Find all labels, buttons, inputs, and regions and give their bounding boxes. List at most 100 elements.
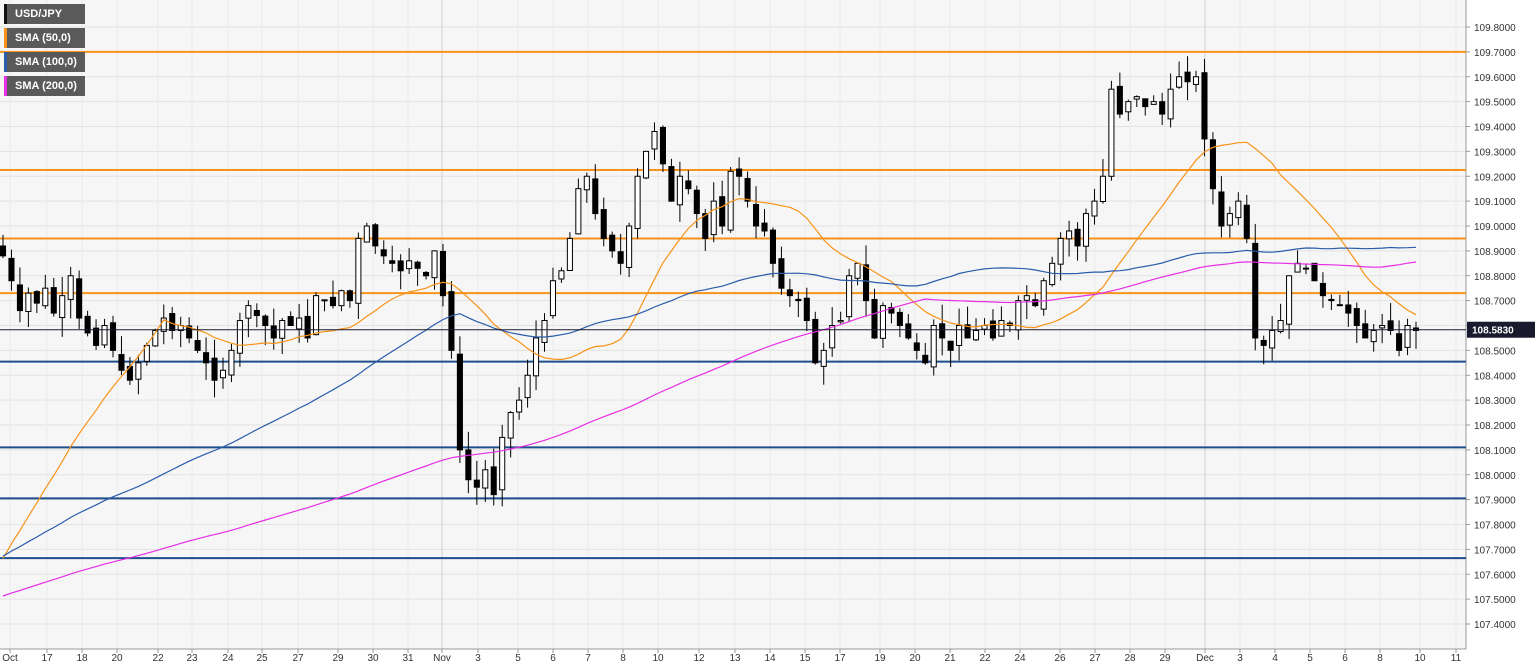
candle-body (1057, 237, 1064, 265)
candle-body (566, 237, 573, 271)
x-tick-label: 14 (764, 653, 776, 664)
y-tick-label: 109.8000 (1474, 23, 1516, 34)
candle-body (862, 264, 870, 302)
candle-body (685, 180, 692, 190)
candle-body (1176, 76, 1183, 88)
x-tick-label: 20 (111, 653, 123, 664)
candle-body (846, 275, 853, 318)
x-tick-label: 18 (76, 653, 88, 664)
candle-body (803, 297, 810, 322)
candle-body (1311, 262, 1318, 282)
y-tick-label: 108.9000 (1474, 247, 1516, 258)
candle-body (524, 374, 531, 399)
candle-body (194, 340, 201, 351)
candle-body (1252, 242, 1259, 339)
legend-label: SMA (50,0) (15, 32, 71, 44)
candle-body (1099, 175, 1106, 203)
sma-50-line (2, 141, 1417, 559)
candle-body (1353, 308, 1360, 327)
candle-body (592, 178, 599, 215)
sma-200-line (2, 261, 1417, 597)
candle-body (1379, 325, 1386, 329)
candle-body (583, 175, 590, 191)
candle-body (1125, 101, 1132, 113)
x-tick-label: 22 (152, 653, 164, 664)
legend-swatch (4, 52, 7, 72)
candle-body (575, 188, 582, 235)
legend-item[interactable]: SMA (50,0) (4, 28, 85, 48)
candle-body (169, 313, 176, 331)
legend-label: SMA (200,0) (15, 80, 77, 92)
candle-body (490, 466, 497, 496)
candle-body (1142, 98, 1149, 108)
candle-body (1235, 200, 1242, 219)
candle-body (533, 337, 540, 377)
candle-body (1167, 88, 1174, 120)
candle-body (913, 342, 920, 351)
candle-body (752, 204, 760, 227)
candle-body (1192, 76, 1200, 85)
legend-item[interactable]: USD/JPY (4, 4, 85, 24)
candle-body (812, 318, 819, 364)
y-tick-label: 109.4000 (1474, 123, 1516, 134)
y-tick-label: 109.1000 (1474, 197, 1516, 208)
candle-body (905, 323, 912, 339)
x-tick-label: 8 (1377, 653, 1383, 664)
y-tick-label: 109.3000 (1474, 147, 1516, 158)
y-tick-label: 108.5000 (1474, 346, 1516, 357)
candle-body (668, 166, 675, 202)
candle-body (211, 357, 218, 381)
x-tick-label: 17 (834, 653, 846, 664)
candle-body (8, 257, 15, 282)
candle-body (617, 251, 624, 264)
candle-body (1396, 333, 1403, 351)
candle-body (1404, 325, 1411, 348)
candle-body (0, 245, 7, 257)
plot-background (0, 0, 1466, 649)
candle-body (1091, 200, 1098, 217)
x-tick-label: Oct (2, 653, 18, 664)
candle-body (1387, 320, 1394, 331)
candle-body (1362, 323, 1369, 339)
candle-body (397, 260, 404, 272)
candle-body (338, 290, 345, 307)
candle-body (439, 250, 447, 297)
candle-body (837, 320, 844, 323)
candle-body (186, 325, 193, 339)
candle-body (871, 298, 878, 339)
candle-body (1328, 298, 1335, 302)
candle-body (1345, 304, 1352, 314)
legend-item[interactable]: SMA (200,0) (4, 76, 85, 96)
candle-body (1201, 72, 1208, 140)
x-tick-label: 27 (1089, 653, 1101, 664)
x-tick-label: 5 (1307, 653, 1313, 664)
candle-body (236, 320, 243, 354)
x-tick-label: 6 (1342, 653, 1348, 664)
candle-body (676, 175, 683, 206)
x-tick-label: 30 (367, 653, 379, 664)
y-tick-label: 107.6000 (1474, 570, 1516, 581)
candle-body (389, 260, 396, 264)
y-tick-label: 108.2000 (1474, 421, 1516, 432)
x-tick-label: 7 (585, 653, 591, 664)
candle-body (152, 329, 159, 347)
y-tick-label: 108.3000 (1474, 396, 1516, 407)
legend-swatch (4, 76, 7, 96)
legend-item[interactable]: SMA (100,0) (4, 52, 85, 72)
candle-body (693, 189, 700, 215)
candle-body (947, 340, 954, 351)
candle-body (651, 130, 658, 150)
candle-body (109, 322, 117, 351)
candle-body (406, 260, 413, 270)
x-tick-label: 10 (652, 653, 664, 664)
candle-body (84, 315, 91, 334)
candle-body (964, 324, 971, 339)
candle-body (456, 353, 463, 451)
y-tick-label: 108.4000 (1474, 371, 1516, 382)
candle-body (59, 295, 66, 319)
x-tick-label: 29 (332, 653, 344, 664)
x-tick-label: 3 (1237, 653, 1243, 664)
candle-body (329, 296, 337, 307)
